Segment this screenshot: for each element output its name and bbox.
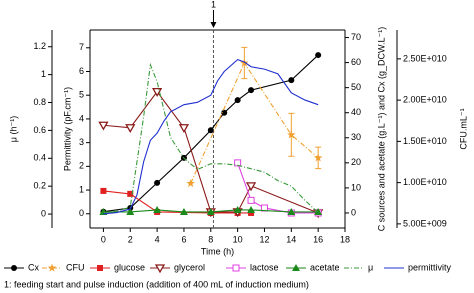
x-tick-label: 18 xyxy=(340,234,350,244)
y4-tick-label: 5.00E+009 xyxy=(403,218,447,228)
marker xyxy=(315,52,322,59)
y4-axis-title: CFU.mL⁻¹ xyxy=(458,108,468,149)
marker xyxy=(125,124,136,134)
x-tick-label: 14 xyxy=(286,234,296,244)
y4-tick-label: 1.00E+010 xyxy=(403,177,447,187)
y-tick-label: 0.2 xyxy=(33,181,46,191)
series-line xyxy=(103,59,319,215)
marker xyxy=(178,124,190,134)
series-line xyxy=(103,190,252,214)
y2-tick-label: 4 xyxy=(79,113,84,123)
y3-tick-label: 20 xyxy=(351,157,361,167)
legend-label: glycerol xyxy=(174,262,205,272)
y-tick-label: 1.2 xyxy=(33,41,46,51)
legend-label: acetate xyxy=(310,262,340,272)
annotation-arrowhead xyxy=(210,22,217,28)
y2-axis-title: Permittivity (pF.cm⁻¹) xyxy=(62,87,72,171)
x-tick-label: 8 xyxy=(208,234,213,244)
y3-tick-label: 70 xyxy=(351,32,361,42)
y2-tick-label: 2 xyxy=(79,161,84,171)
y-tick-label: 0 xyxy=(41,208,46,218)
marker xyxy=(314,207,323,215)
y2-tick-label: 6 xyxy=(79,66,84,76)
marker xyxy=(221,109,228,116)
legend-label: μ xyxy=(368,262,373,272)
marker xyxy=(287,207,296,215)
y2-tick-label: 7 xyxy=(79,42,84,52)
marker xyxy=(247,205,256,213)
legend-label: glucose xyxy=(114,262,145,272)
y4-tick-label: 2.00E+010 xyxy=(403,95,447,105)
series-line xyxy=(103,54,319,213)
y3-tick-label: 50 xyxy=(351,82,361,92)
series-line xyxy=(103,90,319,214)
x-tick-label: 12 xyxy=(259,234,269,244)
y4-tick-label: 1.50E+010 xyxy=(403,136,447,146)
marker xyxy=(151,88,163,97)
marker xyxy=(247,196,255,204)
marker xyxy=(248,87,255,94)
marker xyxy=(100,187,107,194)
y-tick-label: 1 xyxy=(41,69,46,79)
legend-label: permittivity xyxy=(408,262,452,272)
marker xyxy=(288,77,295,84)
legend-marker xyxy=(154,264,166,274)
legend-label: Cx xyxy=(28,262,39,272)
x-tick-label: 16 xyxy=(313,234,323,244)
marker xyxy=(313,153,323,162)
y3-tick-label: 0 xyxy=(351,207,356,217)
marker xyxy=(287,130,296,139)
marker xyxy=(98,121,109,131)
y2-tick-label: 0 xyxy=(79,208,84,218)
x-tick-label: 2 xyxy=(128,234,133,244)
y-tick-label: 0.8 xyxy=(33,97,46,107)
marker xyxy=(127,190,134,197)
y3-tick-label: 60 xyxy=(351,57,361,67)
legend-marker xyxy=(47,263,57,272)
marker xyxy=(233,205,242,213)
marker xyxy=(186,178,195,188)
x-tick-label: 4 xyxy=(155,234,160,244)
series-line xyxy=(190,61,319,184)
legend-marker xyxy=(11,265,17,271)
marker xyxy=(207,127,214,134)
marker xyxy=(234,97,241,104)
legend-label: lactose xyxy=(250,262,279,272)
x-tick-label: 10 xyxy=(233,234,243,244)
legend-label: CFU xyxy=(66,262,85,272)
y3-tick-label: 30 xyxy=(351,132,361,142)
marker xyxy=(153,205,162,213)
y3-axis-title: C sources and acetate (g.L⁻¹) and Cx (g_… xyxy=(376,27,386,232)
footnote: 1: feeding start and pulse induction (ad… xyxy=(4,279,309,289)
y-axis-title: μ (h⁻¹) xyxy=(8,116,18,142)
legend-marker xyxy=(97,265,103,271)
y2-tick-label: 5 xyxy=(79,90,84,100)
marker xyxy=(206,207,215,215)
y2-tick-label: 1 xyxy=(79,184,84,194)
y-tick-label: 0.6 xyxy=(33,125,46,135)
marker xyxy=(245,182,257,192)
y-tick-label: 0.4 xyxy=(33,153,46,163)
y3-tick-label: 40 xyxy=(351,107,361,117)
annotation-label: 1 xyxy=(211,0,216,9)
x-tick-label: 0 xyxy=(101,234,106,244)
y2-tick-label: 3 xyxy=(79,137,84,147)
y4-tick-label: 2.50E+010 xyxy=(403,53,447,63)
marker xyxy=(179,207,188,215)
legend-marker xyxy=(232,264,240,272)
y3-tick-label: 10 xyxy=(351,182,361,192)
x-axis-title: Time (h) xyxy=(201,246,234,256)
x-tick-label: 6 xyxy=(181,234,186,244)
legend-marker xyxy=(292,264,300,271)
marker xyxy=(154,179,161,186)
series-line xyxy=(103,62,319,214)
marker xyxy=(126,207,135,215)
